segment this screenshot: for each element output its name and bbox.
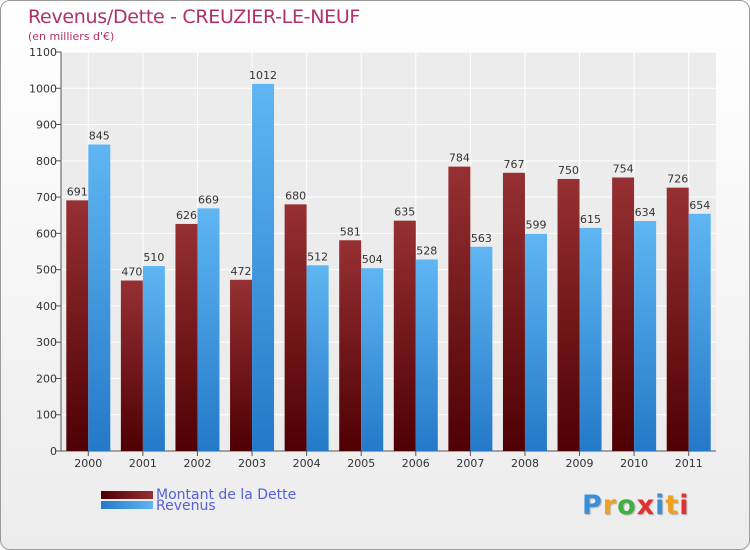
bar-revenue <box>470 246 493 451</box>
data-label-revenue: 528 <box>416 244 437 257</box>
data-label-debt: 680 <box>285 189 306 202</box>
bar-revenue <box>579 227 602 451</box>
x-tick-label: 2006 <box>402 457 430 470</box>
bar-debt <box>339 240 362 451</box>
bar-revenue <box>197 208 220 451</box>
x-tick-label: 2005 <box>347 457 375 470</box>
data-label-debt: 691 <box>67 185 88 198</box>
y-tick-label: 800 <box>36 155 57 168</box>
proxiti-logo: Proxiti <box>582 490 690 521</box>
logo-letter: P <box>582 490 603 521</box>
bar-debt <box>612 177 635 451</box>
data-label-debt: 767 <box>503 158 524 171</box>
bar-revenue <box>361 268 384 451</box>
y-tick-label: 1100 <box>29 46 57 59</box>
y-tick-label: 400 <box>36 300 57 313</box>
data-label-debt: 581 <box>340 225 361 238</box>
data-label-debt: 726 <box>667 173 688 186</box>
bar-debt <box>393 220 416 451</box>
data-label-revenue: 599 <box>525 219 546 232</box>
x-tick-label: 2004 <box>293 457 321 470</box>
data-label-debt: 626 <box>176 209 197 222</box>
y-tick-label: 600 <box>36 227 57 240</box>
data-label-revenue: 512 <box>307 250 328 263</box>
x-tick-label: 2007 <box>456 457 484 470</box>
bar-revenue <box>688 213 711 451</box>
bar-debt <box>230 279 253 451</box>
data-label-debt: 784 <box>449 152 470 165</box>
data-label-debt: 750 <box>558 164 579 177</box>
data-label-debt: 470 <box>121 266 142 279</box>
logo-letter: r <box>602 490 618 521</box>
bar-debt <box>666 187 689 451</box>
bar-debt <box>284 204 307 451</box>
chart-title: Revenus/Dette - CREUZIER-LE-NEUF <box>28 6 361 28</box>
x-tick-label: 2002 <box>183 457 211 470</box>
y-tick-label: 900 <box>36 119 57 132</box>
bar-debt <box>502 172 525 451</box>
x-tick-label: 2010 <box>620 457 648 470</box>
bar-revenue <box>524 233 547 451</box>
bar-revenue <box>252 83 275 452</box>
x-tick-label: 2003 <box>238 457 266 470</box>
x-tick-label: 2001 <box>129 457 157 470</box>
logo-letter: o <box>617 490 637 521</box>
logo-letter: t <box>665 490 680 521</box>
bar-revenue <box>88 144 111 451</box>
data-label-debt: 635 <box>394 206 415 219</box>
bar-debt <box>120 280 143 451</box>
bar-debt <box>66 200 89 451</box>
y-tick-label: 0 <box>50 445 57 458</box>
data-label-debt: 754 <box>613 163 634 176</box>
legend-label-revenue: Revenus <box>156 498 216 514</box>
x-tick-label: 2009 <box>566 457 594 470</box>
axes: 0 100 200 300 400 500 600 700 800 900 1000 1100 2000… <box>29 46 716 470</box>
bars <box>66 83 711 452</box>
data-label-debt: 472 <box>231 265 252 278</box>
data-label-revenue: 654 <box>689 199 710 212</box>
data-label-revenue: 669 <box>198 193 219 206</box>
legend-label-debt: Montant de la Dette <box>156 487 297 503</box>
y-tick-label: 500 <box>36 264 57 277</box>
logo-letter: i <box>655 490 666 521</box>
y-tick-label: 300 <box>36 336 57 349</box>
bar-debt <box>175 223 198 451</box>
bar-debt <box>557 178 580 452</box>
legend-swatch-revenue <box>101 501 153 509</box>
bar-revenue <box>634 221 657 451</box>
data-label-revenue: 1012 <box>249 69 277 82</box>
bar-revenue <box>415 259 438 451</box>
y-tick-label: 100 <box>36 409 57 422</box>
data-label-revenue: 634 <box>635 206 656 219</box>
logo-letter: x <box>636 490 656 521</box>
data-label-revenue: 845 <box>89 129 110 142</box>
legend-swatch-debt <box>101 491 153 499</box>
y-tick-label: 200 <box>36 372 57 385</box>
data-label-revenue: 510 <box>143 251 164 264</box>
data-label-revenue: 563 <box>471 232 492 245</box>
y-tick-label: 1000 <box>29 82 57 95</box>
y-tick-label: 700 <box>36 191 57 204</box>
x-tick-label: 2011 <box>675 457 703 470</box>
x-tick-label: 2000 <box>74 457 102 470</box>
x-tick-label: 2008 <box>511 457 539 470</box>
logo-letter: i <box>679 490 690 521</box>
plot-area <box>61 52 716 451</box>
data-label-revenue: 615 <box>580 213 601 226</box>
y-axis-unit-label: (en milliers d'€) <box>28 30 115 43</box>
bar-revenue <box>306 265 329 451</box>
bar-debt <box>448 166 471 451</box>
data-label-revenue: 504 <box>362 253 383 266</box>
bar-revenue <box>142 266 165 451</box>
